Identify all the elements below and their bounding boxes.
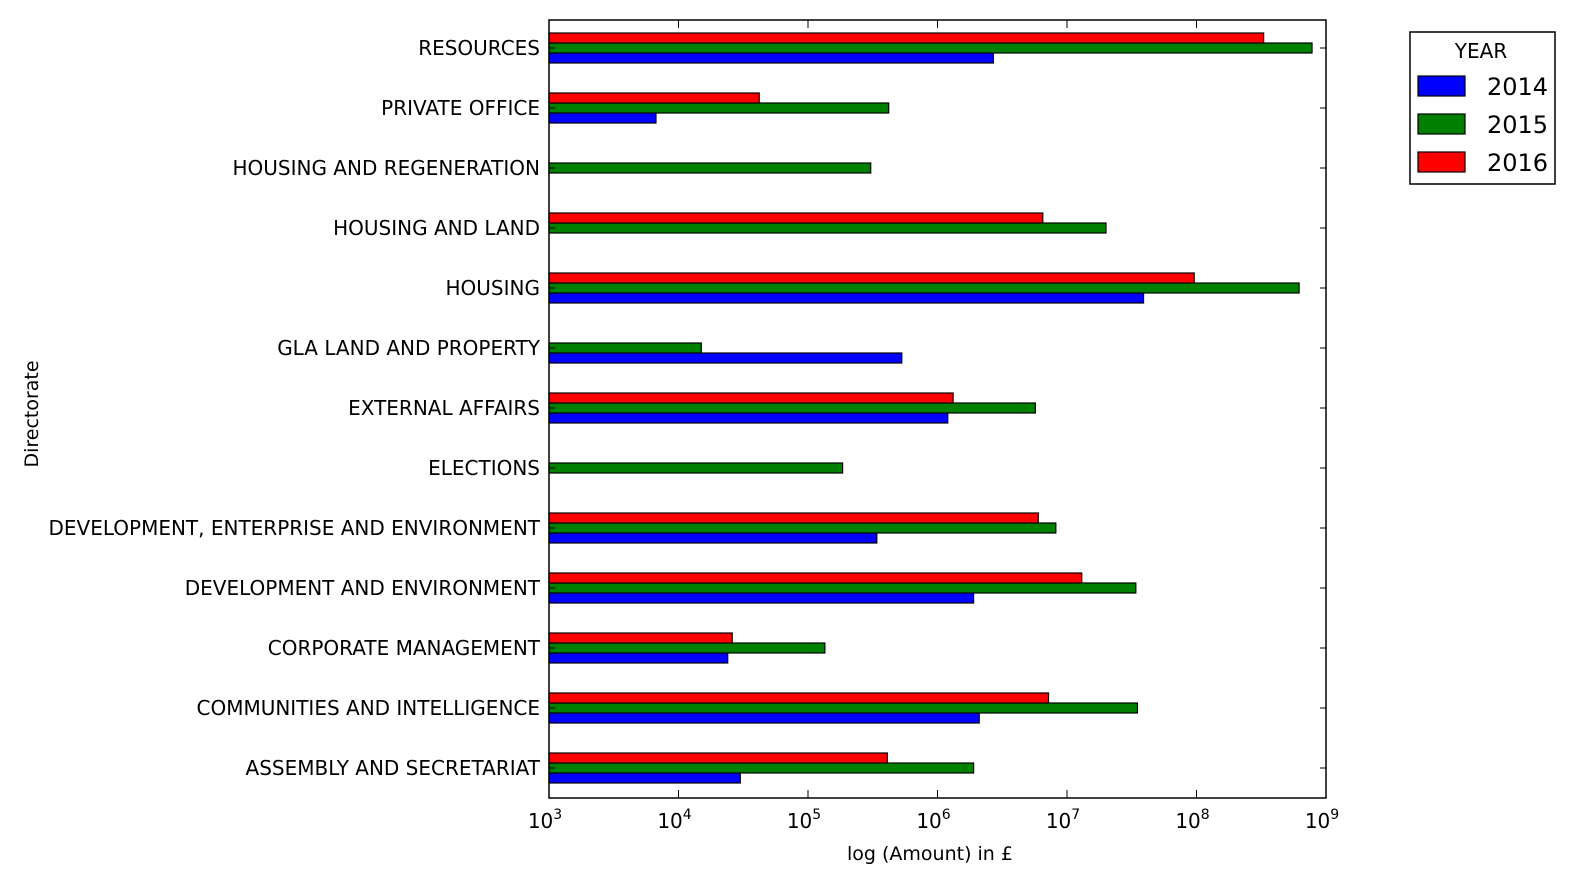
bar-2015-3 <box>548 582 1137 594</box>
legend-label-2016: 2016 <box>1487 149 1548 177</box>
bar-2016-4 <box>548 512 1039 524</box>
y-tick-label: DEVELOPMENT AND ENVIRONMENT <box>185 576 541 600</box>
y-tick-label: GLA LAND AND PROPERTY <box>277 336 541 360</box>
bar-2015-0 <box>548 762 975 774</box>
bar-2016-8 <box>548 272 1195 284</box>
y-tick-label: CORPORATE MANAGEMENT <box>268 636 541 660</box>
x-tick-label: 105 <box>787 807 821 833</box>
y-tick-label: HOUSING AND LAND <box>333 216 540 240</box>
y-tick-label: HOUSING AND REGENERATION <box>232 156 540 180</box>
y-tick-label: ASSEMBLY AND SECRETARIAT <box>246 756 541 780</box>
x-axis: 103 104 105 106 107 108 109 <box>528 20 1339 833</box>
legend: YEAR 2014 2015 2016 <box>1409 31 1556 185</box>
x-tick-label: 106 <box>916 807 950 833</box>
bar-2015-7 <box>548 342 702 354</box>
x-tick-label: 103 <box>528 807 562 833</box>
bar-2016-6 <box>548 392 954 404</box>
bar-2014-12 <box>548 52 994 64</box>
y-tick-label: COMMUNITIES AND INTELLIGENCE <box>196 696 540 720</box>
bar-2014-4 <box>548 532 878 544</box>
legend-title: YEAR <box>1454 39 1508 63</box>
bar-2014-8 <box>548 292 1145 304</box>
bar-2015-1 <box>548 702 1139 714</box>
x-axis-label: log (Amount) in £ <box>847 843 1013 865</box>
bar-2015-10 <box>548 162 872 174</box>
y-tick-label: DEVELOPMENT, ENTERPRISE AND ENVIRONMENT <box>48 516 540 540</box>
x-tick-label: 107 <box>1046 807 1080 833</box>
y-axis: ASSEMBLY AND SECRETARIAT COMMUNITIES AND … <box>48 36 1326 780</box>
bar-2014-0 <box>548 772 741 784</box>
x-tick-label: 108 <box>1175 807 1209 833</box>
bar-2014-3 <box>548 592 975 604</box>
bar-2015-12 <box>548 42 1313 54</box>
legend-swatch-2014 <box>1417 75 1466 97</box>
bar-2014-11 <box>548 112 657 124</box>
bar-2014-2 <box>548 652 729 664</box>
bar-2016-12 <box>548 32 1265 44</box>
bar-2015-5 <box>548 462 844 474</box>
bar-2015-9 <box>548 222 1107 234</box>
bar-2016-0 <box>548 752 888 764</box>
bar-2015-4 <box>548 522 1057 534</box>
bar-2016-2 <box>548 632 733 644</box>
bar-2015-8 <box>548 282 1300 294</box>
bar-2014-1 <box>548 712 980 724</box>
bar-2016-3 <box>548 572 1083 584</box>
x-tick-label: 109 <box>1305 807 1339 833</box>
bar-2016-1 <box>548 692 1050 704</box>
y-tick-label: RESOURCES <box>418 36 540 60</box>
bar-2014-7 <box>548 352 903 364</box>
y-axis-label: Directorate <box>21 360 43 467</box>
bar-2016-11 <box>548 92 760 104</box>
bar-2016-9 <box>548 212 1044 224</box>
y-tick-label: PRIVATE OFFICE <box>381 96 540 120</box>
y-tick-label: EXTERNAL AFFAIRS <box>348 396 540 420</box>
x-tick-label: 104 <box>657 807 691 833</box>
y-tick-label: HOUSING <box>446 276 540 300</box>
bars-layer <box>548 32 1313 784</box>
legend-label-2015: 2015 <box>1487 111 1548 139</box>
legend-swatch-2016 <box>1417 151 1466 173</box>
bar-2015-11 <box>548 102 890 114</box>
bar-2015-6 <box>548 402 1036 414</box>
legend-swatch-2015 <box>1417 113 1466 135</box>
bar-2014-6 <box>548 412 949 424</box>
bar-2015-2 <box>548 642 826 654</box>
y-tick-label: ELECTIONS <box>428 456 540 480</box>
legend-label-2014: 2014 <box>1487 73 1548 101</box>
